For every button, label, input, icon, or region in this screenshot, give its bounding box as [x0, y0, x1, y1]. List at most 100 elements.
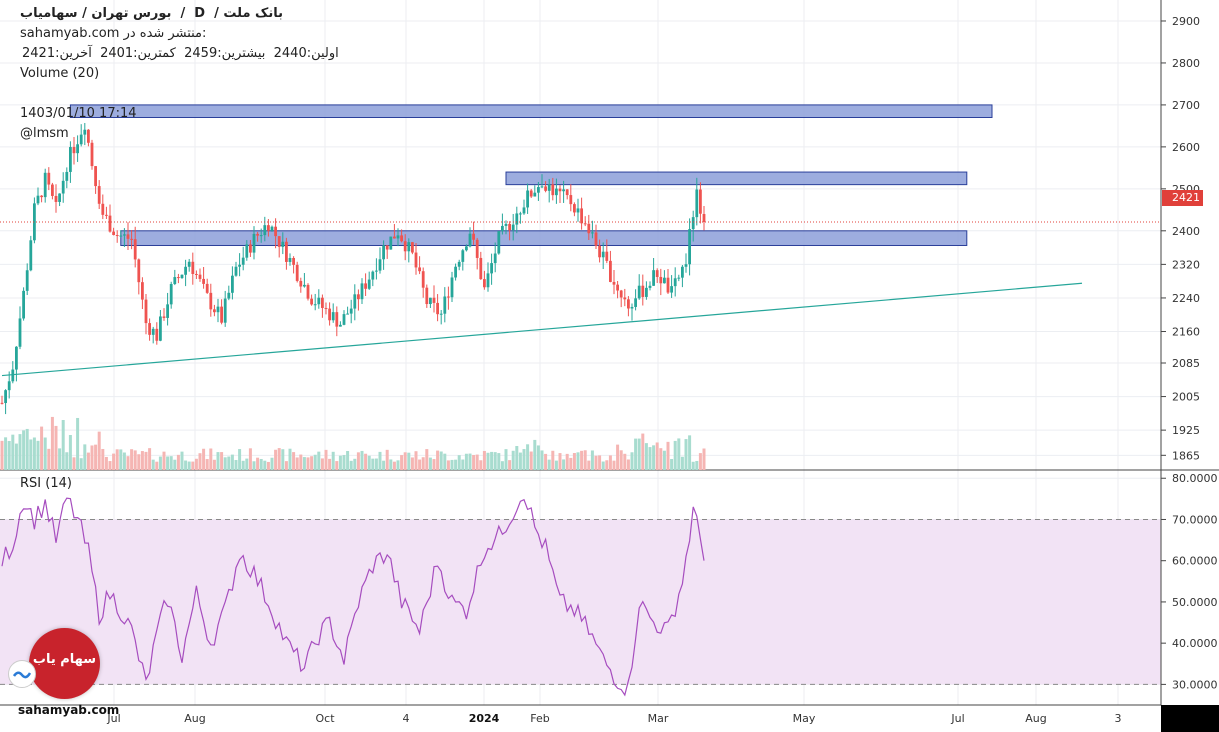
candle-body: [263, 225, 267, 236]
candle-body: [198, 274, 202, 279]
candle-body: [141, 282, 144, 300]
volume-bar: [108, 461, 112, 470]
logo-text: سهام یاب: [32, 652, 97, 667]
volume-bar: [310, 456, 314, 470]
volume-bar: [493, 452, 497, 470]
candle-body: [155, 328, 159, 341]
candle-body: [695, 189, 699, 218]
author: @lmsm: [20, 126, 69, 141]
candle-body: [562, 189, 565, 192]
volume-bar: [112, 453, 116, 470]
volume-bar: [14, 443, 18, 470]
volume-bar: [148, 448, 152, 470]
candle-body: [299, 280, 303, 287]
candle-body: [691, 217, 695, 230]
candle-body: [544, 186, 547, 191]
candle-body: [551, 184, 555, 196]
price-tick-label: 2600: [1172, 141, 1200, 154]
candle-body: [479, 257, 483, 280]
volume-bar: [346, 450, 350, 470]
candle-body: [4, 390, 7, 404]
volume-bar: [54, 425, 58, 470]
volume-bar: [511, 450, 515, 470]
volume-bar: [403, 452, 407, 470]
volume-bar: [245, 458, 249, 470]
volume-bar: [259, 458, 263, 470]
volume-bar: [198, 453, 202, 470]
volume-bar: [191, 461, 195, 470]
candle-body: [382, 245, 385, 260]
sahamyab-logo-icon[interactable]: سهام یاب: [29, 628, 100, 699]
candle-body: [623, 297, 627, 300]
candle-body: [79, 134, 83, 145]
volume-bar: [68, 435, 72, 470]
volume-study-label[interactable]: Volume (20): [20, 66, 100, 81]
candle-body: [612, 281, 616, 285]
candle-body: [573, 204, 576, 213]
volume-bar: [353, 458, 357, 470]
volume-bar: [356, 452, 360, 470]
volume-bar: [468, 453, 472, 470]
rsi-study-label[interactable]: RSI (14): [20, 476, 72, 491]
candle-body: [241, 257, 245, 265]
candle-body: [105, 214, 108, 216]
candle-body: [357, 294, 360, 300]
candle-body: [184, 266, 187, 275]
candle-body: [407, 242, 411, 252]
candle-body: [342, 314, 346, 325]
volume-bar: [486, 452, 490, 470]
volume-bar: [500, 461, 504, 470]
time-tick-label: Aug: [1025, 712, 1046, 725]
candle-body: [339, 324, 342, 327]
candle-body: [616, 284, 619, 291]
candle-body: [411, 242, 414, 253]
candle-body: [295, 264, 299, 281]
candle-body: [537, 187, 540, 193]
candle-body: [324, 307, 328, 309]
candle-body: [292, 257, 295, 265]
volume-bar: [382, 460, 386, 470]
candle-body: [367, 279, 371, 289]
volume-bar: [122, 452, 126, 470]
candle-body: [220, 306, 223, 323]
candle-body: [580, 208, 583, 224]
chart-settings-icon[interactable]: [8, 660, 36, 688]
volume-bar: [320, 458, 324, 470]
volume-bar: [680, 456, 684, 470]
candle-body: [504, 223, 508, 226]
candle-body: [69, 147, 72, 172]
candle-body: [673, 278, 677, 287]
volume-bar: [126, 456, 130, 470]
volume-bar: [432, 459, 436, 470]
price-tick-label: 2085: [1172, 357, 1200, 370]
candle-body: [18, 318, 22, 347]
volume-bar: [439, 451, 443, 470]
volume-bar: [216, 452, 220, 470]
volume-bar: [425, 449, 429, 470]
candle-body: [637, 285, 641, 299]
volume-bar: [11, 434, 15, 470]
volume-bar: [612, 460, 616, 470]
candle-body: [403, 241, 407, 252]
candle-body: [11, 369, 15, 382]
volume-bar: [162, 451, 166, 470]
candle-body: [245, 244, 249, 258]
volume-bar: [281, 449, 285, 470]
volume-bar: [662, 450, 666, 470]
volume-bar: [140, 451, 144, 470]
volume-bar: [50, 416, 54, 470]
candle-body: [310, 298, 313, 305]
candle-body: [159, 316, 162, 341]
candle-body: [655, 270, 659, 277]
volume-bar: [648, 447, 652, 470]
candle-body: [587, 223, 591, 234]
price-tick-label: 2900: [1172, 15, 1200, 28]
rsi-tick-label: 70.0000: [1172, 513, 1218, 526]
candle-body: [688, 229, 691, 265]
volume-bar: [389, 459, 393, 470]
published-at: sahamyab.com منتشر شده در:: [20, 26, 207, 41]
candle-body: [83, 129, 87, 135]
candle-body: [475, 239, 479, 258]
volume-bar: [32, 437, 36, 470]
